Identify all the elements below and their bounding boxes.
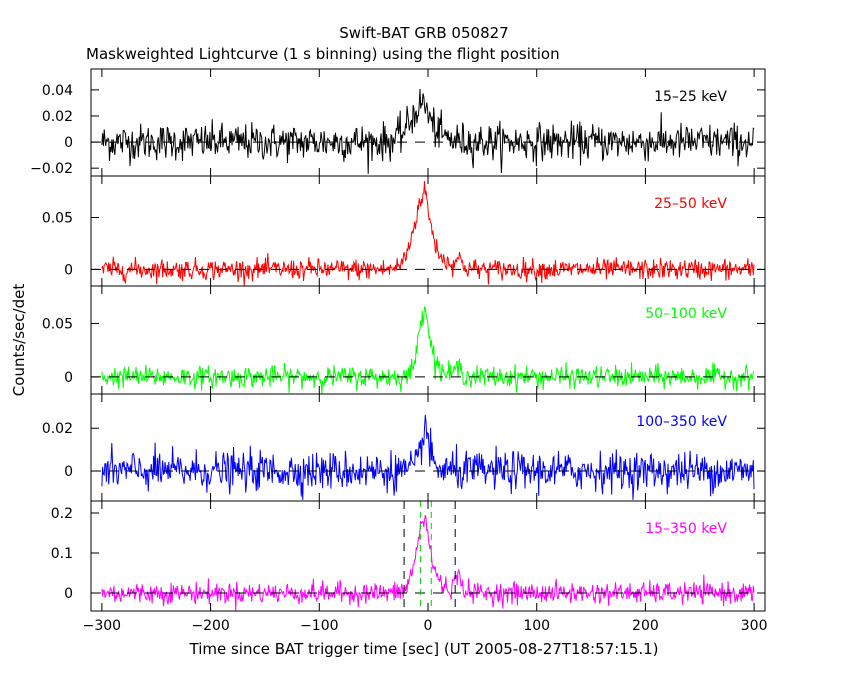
panel-50-100-kev: 0 0.05 50–100 keV [42, 285, 766, 395]
series-line-15-25-kev [101, 88, 755, 174]
x-tick-label: −300 [83, 618, 121, 634]
x-tick-label: 0 [424, 618, 433, 634]
y-tick-label: −0.02 [30, 161, 73, 177]
x-tick-label: −200 [191, 618, 229, 634]
x-tick-label: 100 [523, 618, 550, 634]
panel-15-350-kev: 0 0.1 0.2 15–350 keV [51, 500, 766, 612]
series-line-25-50-kev [101, 181, 755, 286]
panel-25-50-kev: 0 0.05 25–50 keV [42, 175, 766, 287]
band-label-50-100-kev: 50–100 keV [645, 306, 727, 322]
y-tick-label: 0.05 [42, 316, 73, 332]
x-axis-label: Time since BAT trigger time [sec] (UT 20… [189, 640, 659, 658]
band-label-15-25-kev: 15–25 keV [654, 89, 727, 105]
panel-100-350-kev: 0 0.02 100–350 keV [42, 393, 766, 502]
y-tick-label: 0.2 [51, 506, 73, 522]
panels-group: −0.02 0 0.02 0.04 15–25 keV 0 0.05 25–50 keV 0 0.… [30, 68, 768, 634]
x-tick-label: 200 [632, 618, 659, 634]
y-tick-label: 0.04 [42, 83, 73, 99]
panel-15-25-kev: −0.02 0 0.02 0.04 15–25 keV [30, 68, 766, 177]
band-label-100-350-kev: 100–350 keV [636, 414, 727, 430]
chart-title: Swift-BAT GRB 050827 [339, 24, 508, 42]
series-line-100-350-kev [101, 414, 755, 500]
y-tick-label: 0 [64, 262, 73, 278]
y-tick-label: 0 [64, 586, 73, 602]
y-tick-label: 0.02 [42, 421, 73, 437]
series-line-15-350-kev [101, 515, 755, 611]
y-tick-label: 0 [64, 370, 73, 386]
y-tick-label: 0.1 [51, 546, 73, 562]
x-tick-label: 300 [741, 618, 768, 634]
y-tick-label: 0 [64, 464, 73, 480]
y-tick-label: 0.05 [42, 211, 73, 227]
y-tick-label: 0 [64, 135, 73, 151]
panel-frame [90, 393, 766, 502]
y-tick-label: 0.02 [42, 109, 73, 125]
series-line-50-100-kev [101, 305, 755, 394]
chart-subtitle: Maskweighted Lightcurve (1 s binning) us… [86, 45, 560, 63]
y-axis-label: Counts/sec/det [10, 284, 28, 397]
x-tick-label: −100 [300, 618, 338, 634]
band-label-25-50-kev: 25–50 keV [654, 196, 727, 212]
band-label-15-350-kev: 15–350 keV [645, 521, 727, 537]
